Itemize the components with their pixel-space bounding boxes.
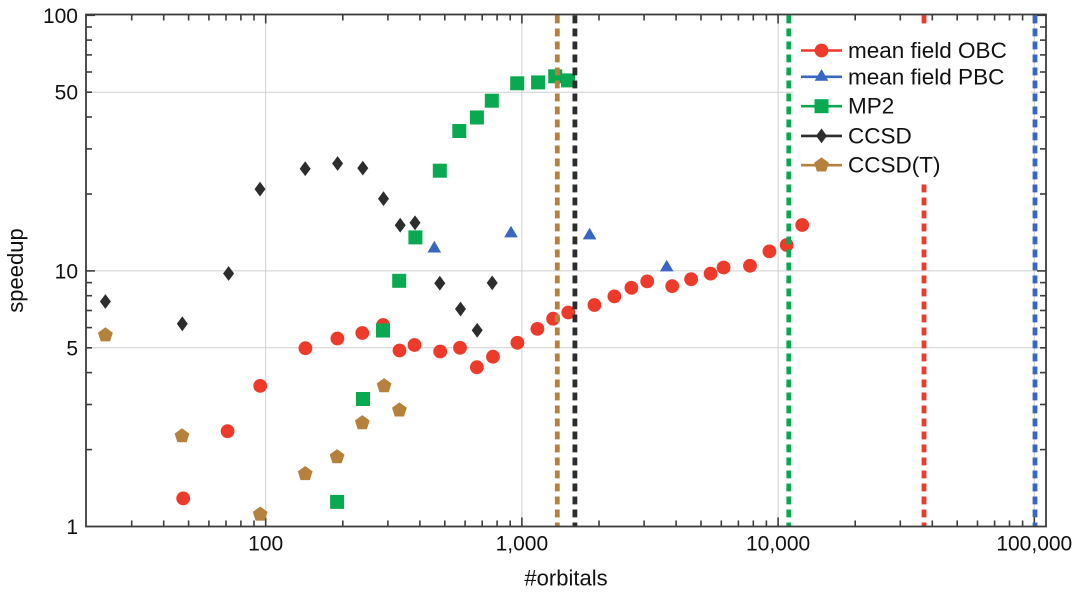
svg-text:mean field PBC: mean field PBC: [848, 64, 1004, 89]
svg-text:100: 100: [43, 5, 78, 28]
svg-text:CCSD: CCSD: [848, 123, 912, 148]
svg-text:#orbitals: #orbitals: [524, 566, 607, 591]
svg-text:speedup: speedup: [3, 228, 28, 312]
svg-text:1,000: 1,000: [496, 533, 549, 556]
svg-text:50: 50: [55, 82, 78, 105]
svg-text:100,000: 100,000: [996, 533, 1072, 556]
svg-text:10: 10: [55, 260, 78, 283]
svg-text:CCSD(T): CCSD(T): [848, 153, 940, 178]
svg-text:1: 1: [66, 516, 78, 539]
svg-text:mean field OBC: mean field OBC: [848, 38, 1007, 63]
svg-text:10,000: 10,000: [746, 533, 810, 556]
svg-text:100: 100: [248, 533, 283, 556]
svg-text:MP2: MP2: [848, 94, 894, 119]
svg-text:5: 5: [66, 337, 78, 360]
